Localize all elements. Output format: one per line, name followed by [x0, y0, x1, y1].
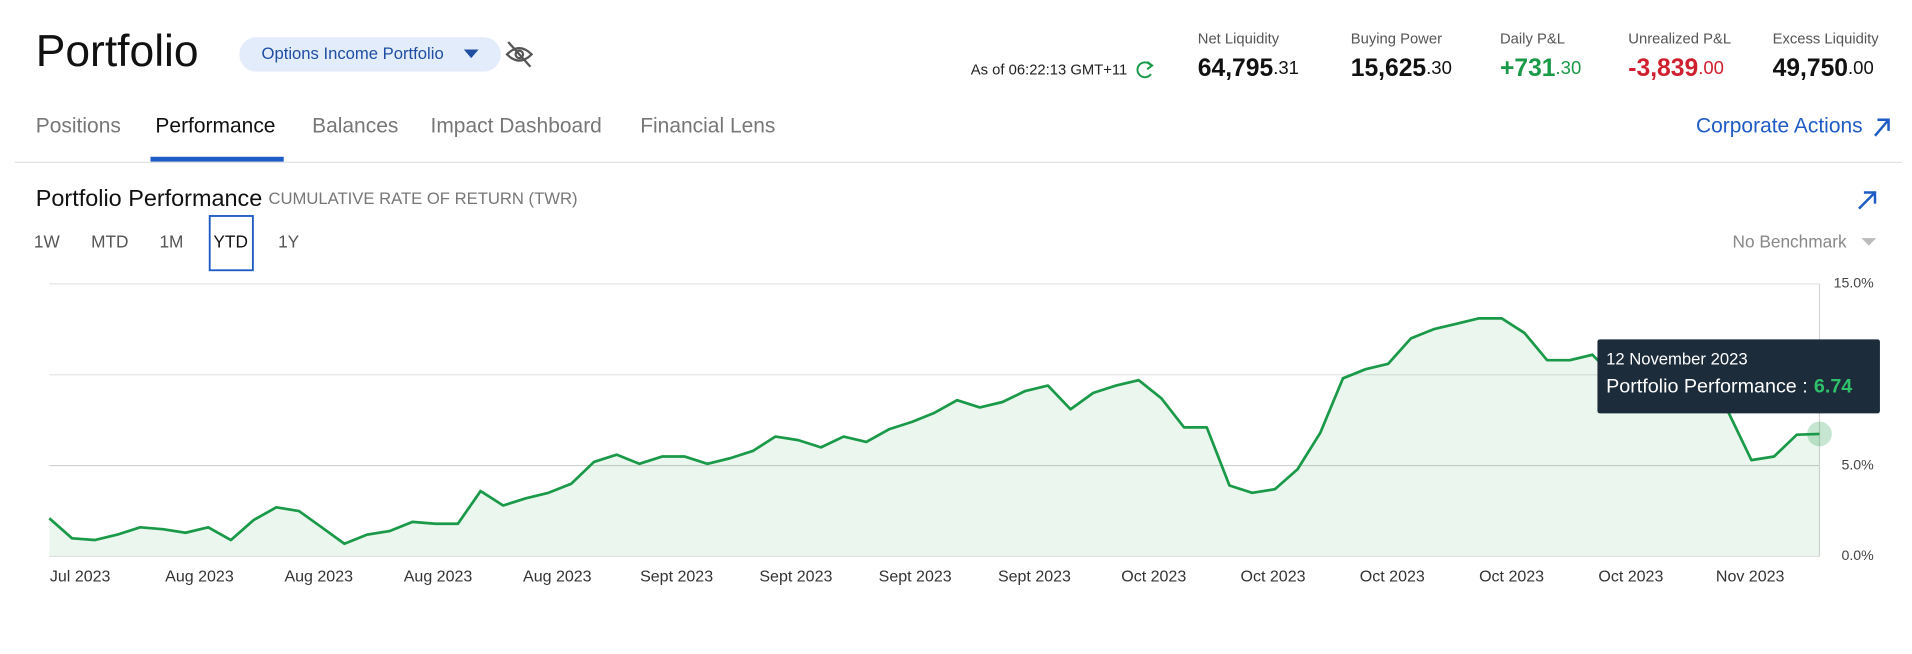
x-tick-label: Aug 2023 — [523, 568, 592, 586]
x-tick-label: Aug 2023 — [404, 568, 473, 586]
metric-main: 49,750 — [1773, 55, 1848, 82]
section-title: Portfolio Performance CUMULATIVE RATE OF … — [36, 185, 578, 211]
x-tick-label: Sept 2023 — [759, 568, 832, 586]
metric-main: 64,795 — [1198, 55, 1274, 82]
metric-value: 64,795.31 — [1198, 55, 1299, 82]
tooltip-number: 6.74 — [1814, 376, 1852, 398]
x-tick-label: Oct 2023 — [1598, 568, 1663, 586]
tooltip-value: Portfolio Performance : 6.74 — [1606, 376, 1852, 398]
metric-cents: .00 — [1698, 57, 1724, 78]
x-tick-label: Oct 2023 — [1121, 568, 1186, 586]
x-tick-label: Jul 2023 — [50, 568, 111, 586]
tab[interactable]: Performance — [155, 115, 275, 138]
range-button[interactable]: 1Y — [278, 232, 300, 252]
benchmark-selector[interactable]: No Benchmark — [1733, 232, 1847, 252]
x-tick-label: Aug 2023 — [165, 568, 234, 586]
expand-icon[interactable] — [1858, 191, 1877, 210]
metric-label: Unrealized P&L — [1628, 31, 1731, 47]
metric-main: 15,625 — [1351, 55, 1427, 82]
line — [48, 317, 1820, 546]
metric-main: -3,839 — [1628, 55, 1698, 82]
metric-cents: .00 — [1848, 57, 1874, 78]
range-button[interactable]: MTD — [91, 232, 128, 252]
range-button[interactable]: 1W — [34, 232, 61, 252]
x-tick-label: Oct 2023 — [1241, 568, 1306, 586]
as-of: As of 06:22:13 GMT+11 — [971, 62, 1127, 78]
tab[interactable]: Positions — [36, 115, 121, 138]
x-tick-label: Oct 2023 — [1479, 568, 1544, 586]
tab[interactable]: Impact Dashboard — [431, 115, 602, 138]
x-tick-label: Sept 2023 — [879, 568, 952, 586]
y-tick-label: 0.0% — [1841, 548, 1874, 564]
corporate-actions-link[interactable]: Corporate Actions — [1696, 115, 1863, 138]
y-tick-label: 5.0% — [1841, 457, 1874, 473]
hide-icon[interactable] — [505, 41, 534, 68]
metric-cents: .30 — [1426, 57, 1452, 78]
section-title-text: Portfolio Performance — [36, 185, 263, 211]
tooltip-label: Portfolio Performance : — [1606, 376, 1808, 398]
page-title: Portfolio — [36, 27, 199, 76]
metric-cents: .31 — [1273, 57, 1299, 78]
tab[interactable]: Financial Lens — [640, 115, 775, 138]
metric-value: 15,625.30 — [1351, 55, 1452, 82]
x-tick-label: Aug 2023 — [284, 568, 353, 586]
metric-label: Excess Liquidity — [1773, 31, 1880, 47]
tab[interactable]: Balances — [312, 115, 398, 138]
range-button[interactable]: 1M — [159, 232, 183, 252]
x-tick-label: Sept 2023 — [998, 568, 1071, 586]
external-link-icon[interactable] — [1874, 118, 1890, 137]
tooltip-date: 12 November 2023 — [1606, 350, 1748, 369]
metric-value: -3,839.00 — [1628, 55, 1724, 82]
x-tick-label: Oct 2023 — [1360, 568, 1425, 586]
section-subtitle: CUMULATIVE RATE OF RETURN (TWR) — [268, 189, 577, 208]
metric-value: 49,750.00 — [1773, 55, 1874, 82]
range-selected[interactable] — [208, 215, 254, 272]
metric-label: Net Liquidity — [1198, 31, 1280, 47]
metric-main: +731 — [1500, 55, 1556, 82]
area — [49, 318, 1820, 557]
x-tick-label: Sept 2023 — [640, 568, 713, 586]
metric-label: Daily P&L — [1500, 31, 1565, 47]
metric-label: Buying Power — [1351, 31, 1442, 47]
tooltip — [1597, 339, 1880, 414]
metric-cents: .30 — [1556, 57, 1582, 78]
range-button[interactable]: YTD — [213, 232, 248, 252]
account-name[interactable]: Options Income Portfolio — [262, 44, 444, 63]
metric-value: +731.30 — [1500, 55, 1581, 82]
x-tick-label: Nov 2023 — [1716, 568, 1785, 586]
benchmark-arrow[interactable] — [1861, 238, 1877, 246]
dropdown-arrow[interactable] — [463, 49, 479, 59]
hover-point — [1807, 421, 1832, 447]
account-selector[interactable] — [239, 37, 501, 72]
active-tab-underline — [150, 156, 284, 162]
refresh-icon[interactable] — [1136, 60, 1154, 79]
y-tick-label: 15.0% — [1834, 276, 1875, 292]
